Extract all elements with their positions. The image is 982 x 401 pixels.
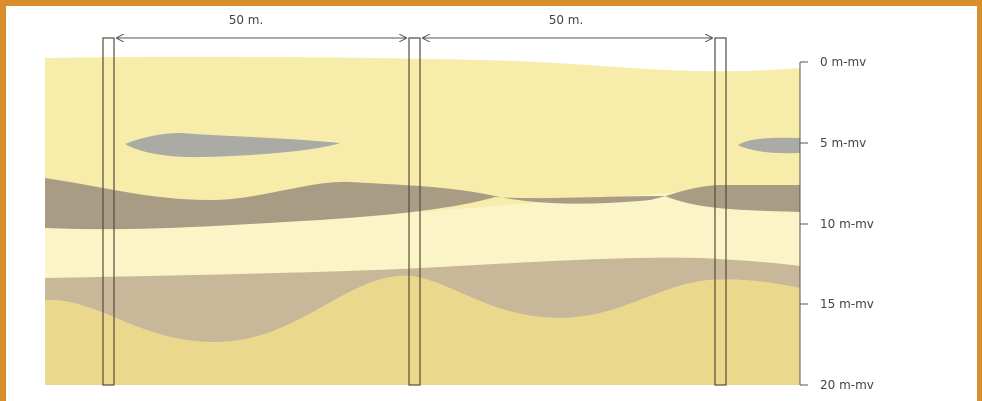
distance-label-2: 50 m.	[549, 13, 584, 27]
depth-axis: 0 m-mv 5 m-mv 10 m-mv 15 m-mv 20 m-mv	[799, 55, 874, 392]
sand-bottom-layer	[45, 275, 800, 385]
soil-layers	[45, 56, 800, 385]
boreholes	[102, 37, 727, 386]
borehole-1	[102, 37, 115, 386]
depth-label-10: 10 m-mv	[820, 217, 874, 231]
clay-dark-layer	[45, 178, 800, 230]
depth-label-15: 15 m-mv	[820, 297, 874, 311]
depth-label-5: 5 m-mv	[820, 136, 866, 150]
clay-light-layer	[45, 257, 800, 343]
depth-label-0: 0 m-mv	[820, 55, 866, 69]
depth-label-20: 20 m-mv	[820, 378, 874, 392]
gray-lens-left	[125, 133, 340, 158]
borehole-3	[714, 37, 727, 386]
distance-dimensions: 50 m. 50 m.	[117, 13, 712, 38]
borehole-2	[408, 37, 421, 386]
distance-label-1: 50 m.	[229, 13, 264, 27]
gray-lens-right	[738, 137, 800, 154]
